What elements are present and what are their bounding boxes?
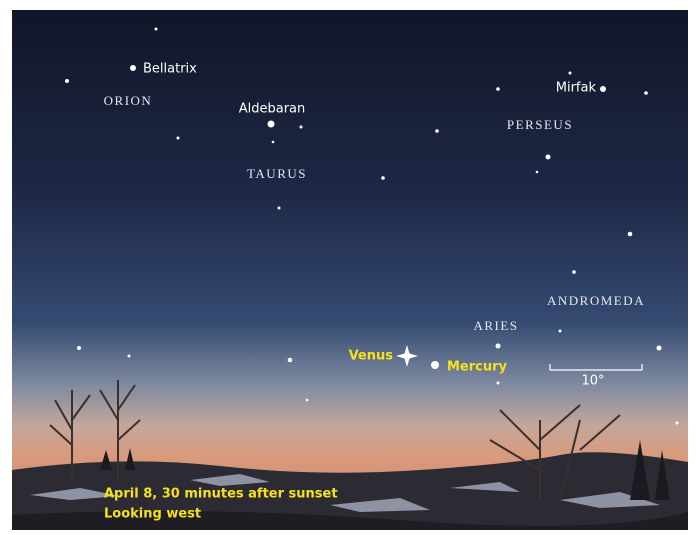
star-label: Aldebaran [239,102,306,117]
constellation-label: ANDROMEDA [547,293,645,308]
sky-chart: Bellatrix Aldebaran Mirfak ORION TAURUS … [0,0,700,535]
constellation-label: ARIES [473,318,518,333]
constellation-label: ORION [104,93,153,108]
caption: Looking west [104,507,201,522]
star-label: Bellatrix [143,62,197,77]
scale-label: 10° [581,374,604,389]
constellation-label: TAURUS [247,166,307,181]
planet-label: Mercury [447,360,508,375]
constellation-label: PERSEUS [507,117,573,132]
caption: April 8, 30 minutes after sunset [104,487,338,502]
star-label: Mirfak [556,81,597,96]
planet-label: Venus [349,349,394,364]
